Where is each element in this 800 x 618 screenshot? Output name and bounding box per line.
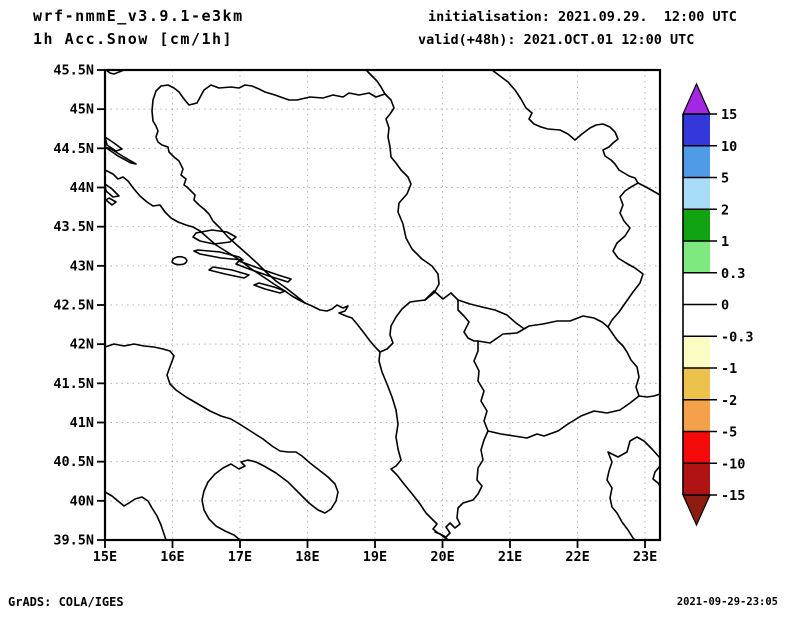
- coast-italy-adriatic: [104, 343, 339, 541]
- border-danube-croatia-serbia: [365, 69, 395, 158]
- lon-label-15E: 15E: [93, 549, 117, 565]
- border-montenegro-serbia: [424, 290, 459, 301]
- lon-label-22E: 22E: [565, 549, 589, 565]
- colorbar-band-0-to--0.3: [683, 304, 710, 337]
- island-korcula: [208, 266, 250, 279]
- lat-label-45N: 45N: [70, 102, 94, 118]
- border-greece-albania: [434, 430, 489, 539]
- island-vis: [171, 255, 188, 266]
- lat-label-40.5N: 40.5N: [53, 454, 94, 470]
- island-brac: [192, 229, 237, 245]
- colorbar-label--2: -2: [721, 393, 737, 409]
- colorbar-band-15-to-10: [683, 114, 710, 146]
- border-kosovo-albania: [457, 299, 479, 342]
- island-kornati: [105, 197, 117, 206]
- initialisation-time-label: initialisation: 2021.09.29. 12:00 UTC: [428, 9, 737, 25]
- model-title-line1: wrf-nmmE_v3.9.1-e3km: [33, 7, 244, 25]
- lon-label-23E: 23E: [633, 549, 657, 565]
- lat-label-41.5N: 41.5N: [53, 376, 94, 392]
- border-croatia-bosnia: [151, 84, 386, 304]
- colorbar-label-5: 5: [721, 171, 729, 187]
- lon-label-17E: 17E: [228, 549, 252, 565]
- island-pag-2: [104, 146, 137, 165]
- border-serbia-kosovo: [457, 299, 524, 329]
- colorbar-band--2-to--5: [683, 399, 710, 432]
- colorbar-label-2: 2: [721, 202, 729, 218]
- map-coastlines-borders: [104, 69, 661, 541]
- colorbar-band-0.3-to-0: [683, 272, 710, 305]
- lon-label-16E: 16E: [160, 549, 184, 565]
- colorbar-over-arrow: [682, 82, 711, 115]
- lon-label-19E: 19E: [363, 549, 387, 565]
- colorbar-label--1: -1: [721, 361, 737, 377]
- header-texts: wrf-nmmE_v3.9.1-e3km 1h Acc.Snow [cm/1h]…: [33, 7, 737, 48]
- coast-dalmatia-montenegro-albania: [104, 169, 449, 541]
- colorbar-band-10-to-5: [683, 145, 710, 178]
- colorbar-band--1-to--2: [683, 368, 710, 400]
- island-dugi-otok: [104, 183, 120, 198]
- lat-label-42N: 42N: [70, 337, 94, 353]
- colorbar-band--10-to--15: [683, 463, 710, 495]
- border-danube-romania-bulgaria: [637, 182, 661, 196]
- colorbar-under-arrow: [682, 494, 711, 527]
- colorbar-label--5: -5: [721, 425, 737, 441]
- lat-label-41N: 41N: [70, 415, 94, 431]
- island-hvar: [193, 249, 244, 261]
- lon-label-20E: 20E: [430, 549, 454, 565]
- border-serbia-bulgaria: [607, 182, 644, 328]
- lat-label-44N: 44N: [70, 180, 94, 196]
- coast-chalkidiki: [652, 465, 661, 487]
- lat-label-45.5N: 45.5N: [53, 63, 94, 79]
- lat-label-44.5N: 44.5N: [53, 141, 94, 157]
- border-greece-bulgaria: [638, 393, 661, 398]
- colorbar-label--0.3: -0.3: [721, 329, 754, 345]
- colorbar-band-5-to-2: [683, 177, 710, 210]
- snow-colorbar: 15 10 5 2 1 0.3 0 -0.3 -1 -2 -5 -10 -15: [682, 82, 754, 527]
- colorbar-band-2-to-1: [683, 209, 710, 241]
- grads-credit-label: GrADS: COLA/IGES: [8, 595, 124, 609]
- colorbar-band--0.3-to--1: [683, 336, 710, 368]
- colorbar-band-1-to-0.3: [683, 241, 710, 273]
- colorbar-label-1: 1: [721, 234, 729, 250]
- colorbar-label-15: 15: [721, 107, 737, 123]
- colorbar-label-0: 0: [721, 298, 729, 314]
- lon-label-21E: 21E: [498, 549, 522, 565]
- lat-label-43.5N: 43.5N: [53, 219, 94, 235]
- colorbar-band--5-to--10: [683, 431, 710, 464]
- border-drina-bosnia-serbia: [390, 156, 440, 301]
- model-title-line2: 1h Acc.Snow [cm/1h]: [33, 30, 233, 48]
- border-montenegro-albania: [379, 299, 426, 353]
- colorbar-label--15: -15: [721, 488, 745, 504]
- coast-aegean: [606, 436, 661, 541]
- colorbar-label-0.3: 0.3: [721, 266, 745, 282]
- axis-ticks: [97, 69, 646, 548]
- border-serbia-romania: [491, 69, 639, 184]
- border-macedonia: [473, 315, 640, 439]
- coast-italy-tyrrhenian: [104, 491, 167, 541]
- colorbar-label-10: 10: [721, 139, 737, 155]
- lon-label-18E: 18E: [295, 549, 319, 565]
- axis-labels: 45.5N 45N 44.5N 44N 43.5N 43N 42.5N 42N 41.5N 41N…: [53, 63, 657, 566]
- island-mljet: [253, 282, 286, 294]
- lat-label-40N: 40N: [70, 493, 94, 509]
- island-pag-1: [104, 136, 123, 152]
- colorbar-label--10: -10: [721, 456, 745, 472]
- lat-lon-gridlines: [105, 70, 660, 540]
- lat-label-42.5N: 42.5N: [53, 298, 94, 314]
- creation-timestamp-label: 2021-09-29-23:05: [677, 596, 778, 608]
- lat-label-39.5N: 39.5N: [53, 533, 94, 549]
- lat-label-43N: 43N: [70, 258, 94, 274]
- valid-time-label: valid(+48h): 2021.OCT.01 12:00 UTC: [418, 32, 694, 48]
- coast-kvarner: [105, 69, 125, 75]
- footer-texts: GrADS: COLA/IGES 2021-09-29-23:05: [8, 595, 778, 609]
